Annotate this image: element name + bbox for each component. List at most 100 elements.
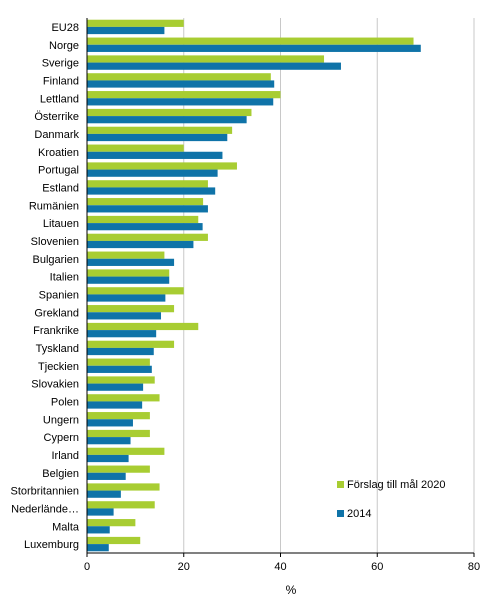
category-label: Lettland	[40, 93, 79, 105]
category-label: Litauen	[43, 218, 79, 230]
bar-target-2020	[87, 215, 199, 224]
x-tick-label: 0	[84, 561, 90, 573]
category-label: Grekland	[34, 307, 79, 319]
bar-target-2020	[87, 465, 150, 473]
category-label: Luxemburg	[24, 539, 79, 551]
legend-swatch	[337, 510, 344, 517]
legend-label: 2014	[347, 508, 371, 520]
bar-value-2014	[87, 454, 129, 463]
bar-value-2014	[87, 365, 152, 373]
bar-target-2020	[87, 162, 237, 170]
bar-value-2014	[87, 187, 216, 195]
bar-value-2014	[87, 347, 154, 356]
category-label: Spanien	[39, 289, 79, 301]
bar-value-2014	[87, 26, 165, 35]
category-label: Polen	[51, 396, 79, 408]
category-label: Cypern	[44, 432, 79, 444]
category-label: Portugal	[38, 165, 79, 177]
bar-value-2014	[87, 276, 170, 284]
bar-target-2020	[87, 358, 150, 366]
bar-value-2014	[87, 133, 228, 142]
x-tick-label: 60	[371, 561, 383, 573]
bar-target-2020	[87, 198, 204, 206]
category-label: Estland	[42, 182, 79, 194]
bar-value-2014	[87, 312, 162, 320]
category-label: Belgien	[42, 468, 79, 480]
bar-target-2020	[87, 305, 175, 313]
bar-value-2014	[87, 223, 203, 231]
category-label: Nederlände…	[11, 503, 79, 515]
bar-value-2014	[87, 98, 274, 106]
bar-value-2014	[87, 205, 208, 213]
category-labels: EU28 Norge Sverige Finland Lettland Österrike…	[11, 22, 80, 551]
bar-target-2020	[87, 73, 271, 81]
bar-target-2020	[87, 322, 199, 331]
category-label: Slovakien	[31, 379, 79, 391]
bar-value-2014	[87, 330, 157, 338]
axes	[86, 18, 475, 557]
bar-value-2014	[87, 62, 341, 70]
bar-target-2020	[87, 55, 325, 63]
x-tick-label: 80	[468, 561, 480, 573]
category-label: Tyskland	[36, 343, 79, 355]
bar-target-2020	[87, 483, 160, 491]
bars	[87, 19, 421, 552]
category-label: Ungern	[43, 414, 79, 426]
bar-value-2014	[87, 472, 126, 480]
bar-target-2020	[87, 37, 414, 45]
bar-target-2020	[87, 126, 233, 134]
category-label: Bulgarien	[33, 254, 79, 266]
bar-target-2020	[87, 501, 155, 509]
bar-target-2020	[87, 536, 141, 545]
bar-target-2020	[87, 287, 184, 295]
bar-target-2020	[87, 233, 208, 241]
bar-target-2020	[87, 412, 150, 420]
category-label: Finland	[43, 75, 79, 87]
category-label: Slovenien	[31, 236, 79, 248]
legend: Förslag till mål 2020 2014	[337, 479, 445, 520]
x-tick-labels: 0 20 40 60 80	[84, 561, 480, 573]
bar-value-2014	[87, 44, 421, 52]
bar-target-2020	[87, 19, 184, 27]
x-tick-label: 20	[178, 561, 190, 573]
bar-target-2020	[87, 429, 150, 438]
bar-value-2014	[87, 240, 194, 249]
bar-target-2020	[87, 269, 170, 277]
category-label: Malta	[52, 521, 80, 533]
bar-value-2014	[87, 508, 114, 516]
bar-value-2014	[87, 419, 133, 427]
bar-target-2020	[87, 340, 175, 348]
bar-target-2020	[87, 91, 281, 99]
bar-target-2020	[87, 394, 160, 402]
legend-swatch	[337, 481, 344, 488]
x-axis-title: %	[286, 583, 297, 597]
category-label: Rumänien	[29, 200, 79, 212]
bar-value-2014	[87, 437, 131, 445]
bar-value-2014	[87, 80, 275, 88]
bar-value-2014	[87, 526, 110, 534]
category-label: Danmark	[34, 129, 79, 141]
bar-value-2014	[87, 383, 144, 391]
bar-target-2020	[87, 447, 165, 455]
bar-value-2014	[87, 490, 121, 498]
grid-lines	[183, 18, 475, 553]
x-tick-label: 40	[274, 561, 286, 573]
category-label: Tjeckien	[38, 361, 79, 373]
category-label: Storbritannien	[11, 486, 80, 498]
bar-value-2014	[87, 401, 143, 409]
bar-target-2020	[87, 108, 252, 117]
category-label: Frankrike	[33, 325, 79, 337]
bar-value-2014	[87, 116, 247, 124]
legend-label: Förslag till mål 2020	[347, 479, 445, 491]
bar-value-2014	[87, 258, 175, 266]
bar-value-2014	[87, 151, 223, 159]
bar-target-2020	[87, 180, 208, 188]
category-label: Kroatien	[38, 147, 79, 159]
bar-target-2020	[87, 144, 184, 152]
category-label: Italien	[50, 272, 79, 284]
bar-target-2020	[87, 519, 136, 527]
category-label: Norge	[49, 40, 79, 52]
bar-target-2020	[87, 251, 165, 259]
bar-target-2020	[87, 376, 155, 384]
